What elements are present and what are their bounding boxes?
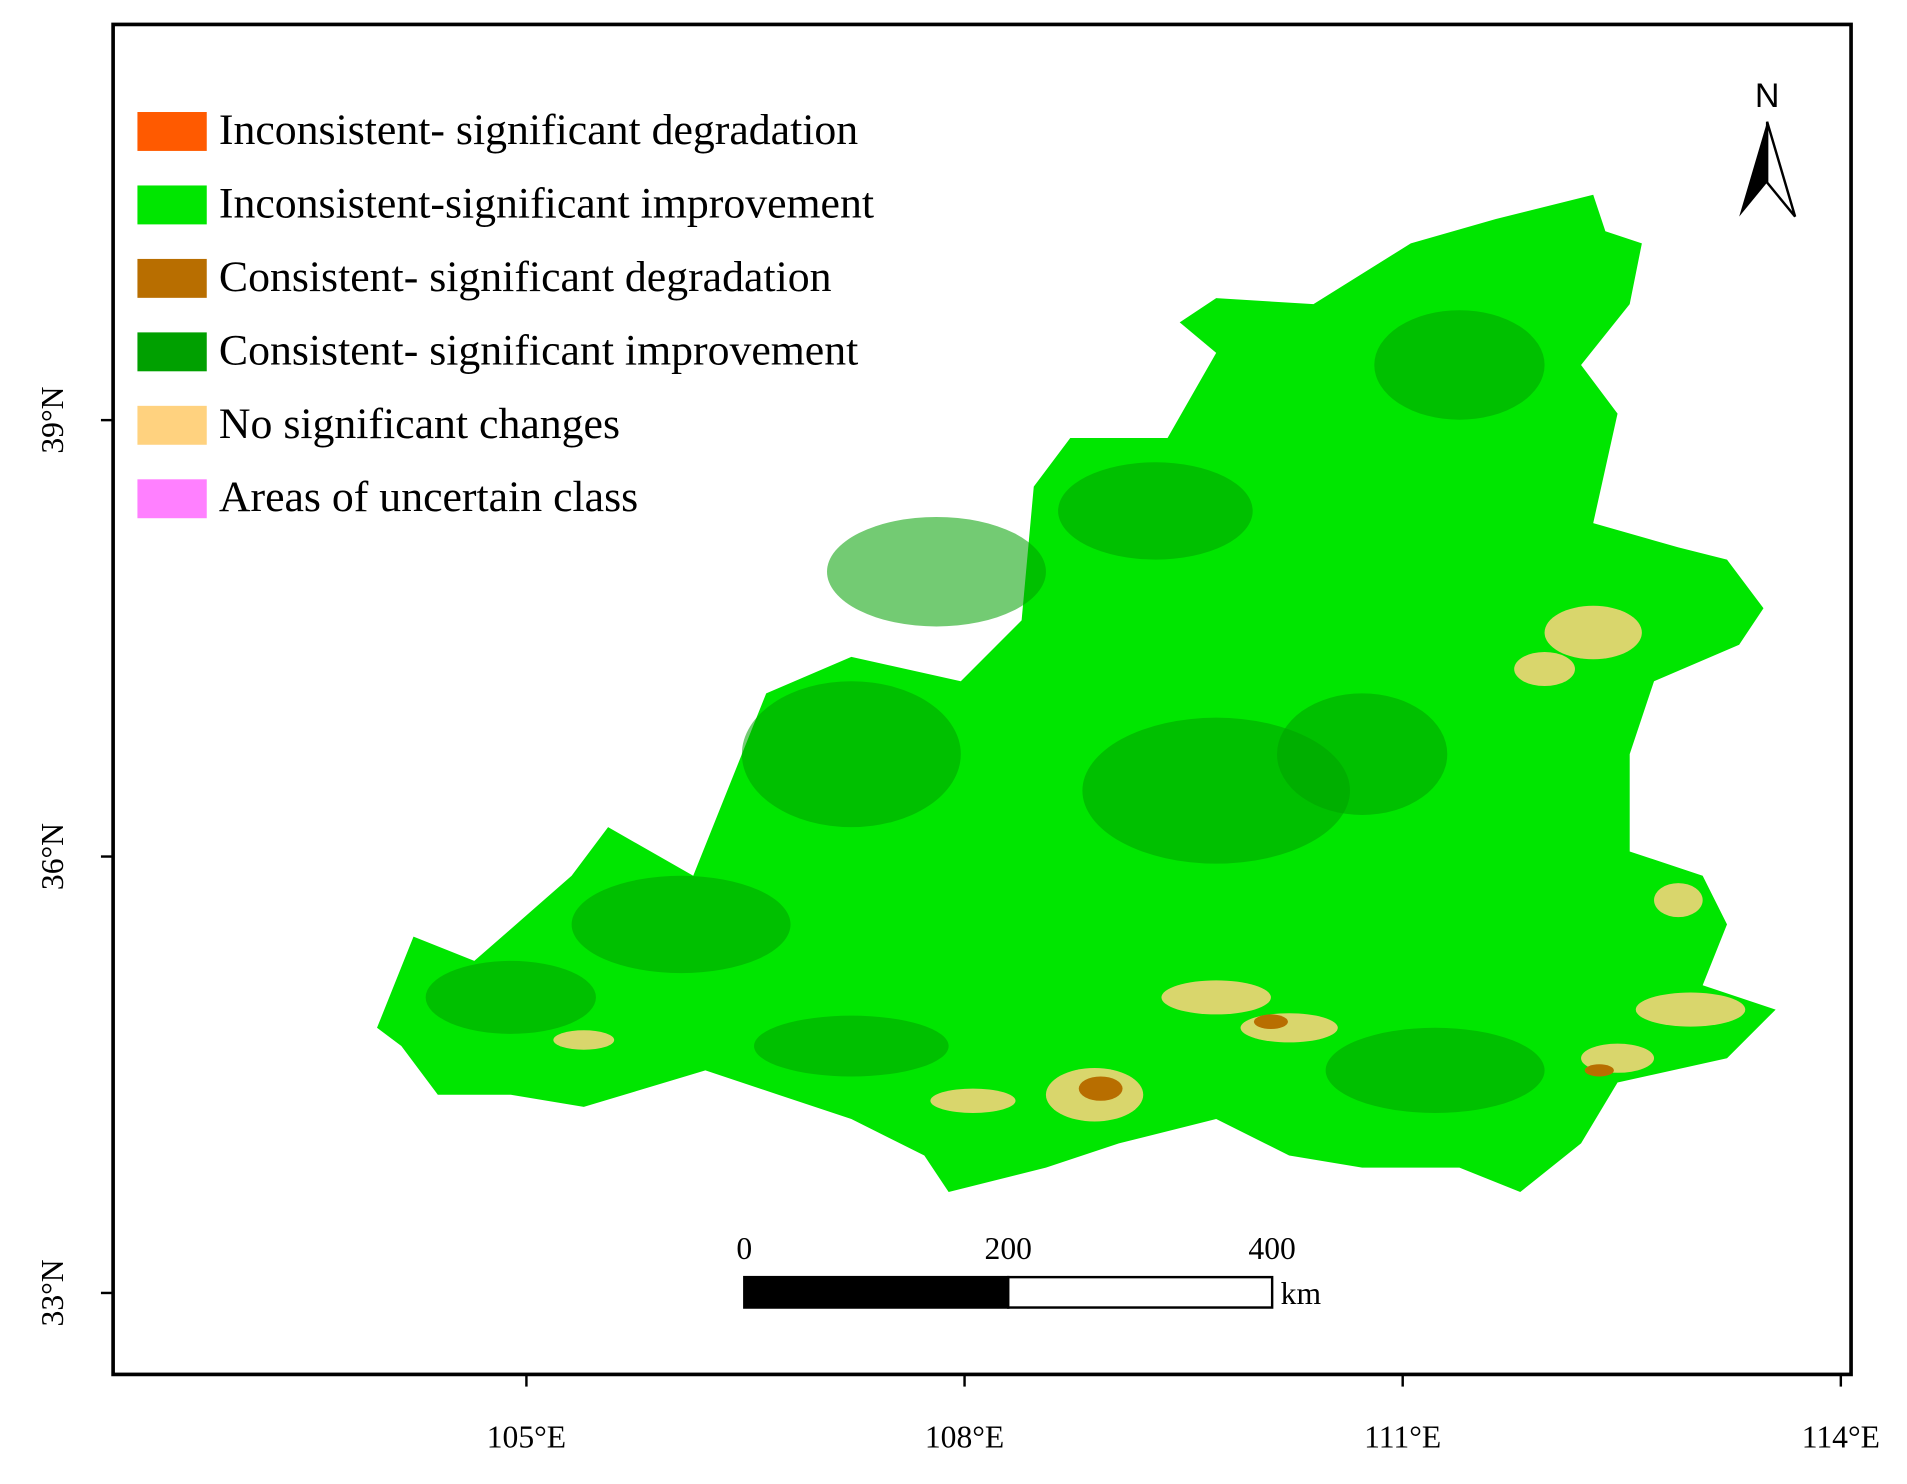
degradation-patch (1253, 1014, 1288, 1030)
legend-swatch (137, 405, 207, 445)
no-change-patch (1240, 1013, 1338, 1043)
x-tick-label: 105°E (487, 1419, 566, 1454)
consistent-improvement-patch (754, 1015, 949, 1077)
axes: 105°E 108°E 111°E 114°E 33°N 36°N 39°N (35, 386, 1880, 1454)
legend-swatch (137, 112, 207, 151)
consistent-improvement-patch (1277, 693, 1448, 815)
legend-swatch (137, 332, 207, 372)
study-region (377, 194, 1776, 1192)
legend-label: Inconsistent-significant improvement (219, 179, 874, 227)
x-tick-label: 114°E (1802, 1419, 1880, 1454)
scale-bar-segment (1007, 1275, 1274, 1309)
consistent-improvement-patch (1325, 1027, 1545, 1113)
degradation-patch (1078, 1076, 1123, 1101)
legend-swatch (137, 185, 207, 225)
scale-bar: 0 200 400 km (736, 1231, 1321, 1311)
y-tick-label: 39°N (35, 386, 70, 453)
consistent-improvement-patch (1374, 310, 1545, 420)
consistent-improvement-patch (425, 960, 596, 1034)
consistent-improvement-patch (1058, 462, 1253, 560)
legend-swatch (137, 258, 207, 298)
scale-bar-segment (743, 1275, 1010, 1309)
no-change-patch (930, 1088, 1016, 1113)
north-arrow-right (1765, 121, 1797, 218)
legend-swatch (137, 479, 207, 519)
no-change-patch (1161, 980, 1271, 1015)
no-change-patch (1544, 605, 1642, 660)
scale-bar-label: 400 (1248, 1231, 1295, 1266)
legend-label: Consistent- significant degradation (219, 253, 832, 301)
no-change-patch (1635, 992, 1746, 1027)
legend-label: Inconsistent- significant degradation (219, 106, 858, 154)
legend-label: No significant changes (219, 400, 620, 448)
scale-bar-unit: km (1281, 1276, 1322, 1311)
scale-bar-label: 200 (985, 1231, 1032, 1266)
no-change-patch (553, 1030, 615, 1050)
no-change-patch (1654, 883, 1703, 918)
consistent-improvement-patch (571, 875, 791, 974)
x-tick-label: 108°E (925, 1419, 1004, 1454)
legend-label: Areas of uncertain class (219, 473, 638, 521)
north-label: N (1755, 77, 1780, 115)
scale-bar-label: 0 (736, 1231, 752, 1266)
no-change-patch (1514, 652, 1575, 687)
consistent-improvement-patch (741, 681, 961, 828)
x-tick-label: 111°E (1364, 1419, 1441, 1454)
degradation-patch (1584, 1064, 1614, 1077)
y-tick-label: 33°N (35, 1259, 70, 1326)
y-tick-label: 36°N (35, 823, 70, 890)
legend-label: Consistent- significant improvement (219, 326, 858, 374)
legend: Inconsistent- significant degradation Inc… (137, 106, 874, 521)
consistent-improvement-patch (827, 517, 1046, 627)
